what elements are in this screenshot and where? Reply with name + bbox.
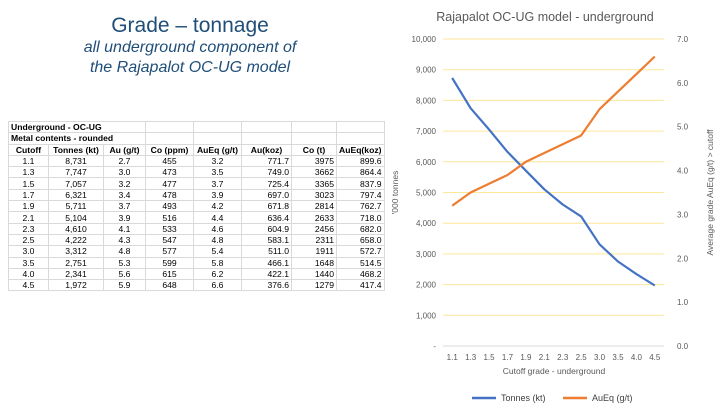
table-row: 4.5 1,972 5.9 648 6.6 376.6 1279 417.4 bbox=[8, 279, 385, 292]
x-tick-label: 4.5 bbox=[649, 353, 661, 362]
x-tick-label: 2.3 bbox=[557, 353, 569, 362]
table-row: 2.1 5,104 3.9 516 4.4 636.4 2633 718.0 bbox=[8, 211, 385, 224]
table-cell: 5.9 bbox=[103, 279, 146, 292]
y-left-tick-label: 6,000 bbox=[416, 158, 437, 167]
slide-subtitle-line2: the Rajapalot OC-UG model bbox=[89, 59, 291, 76]
y-left-tick-label: 10,000 bbox=[412, 35, 437, 44]
x-tick-label: 1.3 bbox=[465, 353, 477, 362]
y-left-tick-label: 3,000 bbox=[416, 250, 437, 259]
table-cell: 899.6 bbox=[336, 154, 385, 168]
column-header: AuEq(koz) bbox=[336, 143, 385, 156]
y-right-tick-label: 2.0 bbox=[677, 254, 689, 263]
x-tick-label: 1.9 bbox=[520, 353, 532, 362]
x-tick-label: 1.7 bbox=[502, 353, 514, 362]
table-cell: 376.6 bbox=[241, 279, 292, 292]
y-right-tick-label: 0.0 bbox=[677, 342, 689, 351]
y-left-tick-label: 5,000 bbox=[416, 189, 437, 198]
table-cell: 417.4 bbox=[336, 279, 385, 292]
y-left-axis-label: '000 tonnes bbox=[390, 171, 400, 215]
table-row: 2.5 4,222 4.3 547 4.8 583.1 2311 658.0 bbox=[8, 233, 385, 247]
x-axis-label: Cutoff grade - underground bbox=[503, 366, 606, 376]
y-left-tick-label: 9,000 bbox=[416, 66, 437, 75]
x-tick-label: 2.1 bbox=[539, 353, 551, 362]
aueq-series-line bbox=[451, 55, 656, 207]
y-right-tick-label: 5.0 bbox=[677, 123, 689, 132]
chart-title: Rajapalot OC-UG model - underground bbox=[436, 10, 654, 24]
legend-label: Tonnes (kt) bbox=[501, 393, 546, 403]
y-left-tick-label: 8,000 bbox=[416, 96, 437, 105]
y-left-tick-label: 1,000 bbox=[416, 311, 437, 320]
table-row: 3.0 3,312 4.8 577 5.4 511.0 1911 572.7 bbox=[8, 245, 385, 258]
slide-title: Grade – tonnage bbox=[111, 14, 269, 37]
table-cell: 1279 bbox=[291, 279, 337, 292]
y-right-tick-label: 4.0 bbox=[677, 167, 689, 176]
y-left-tick-label: 2,000 bbox=[416, 281, 437, 290]
tonnes-series-line bbox=[451, 77, 656, 287]
x-tick-label: 1.1 bbox=[447, 353, 459, 362]
table-caption-row: Underground - OC-UG bbox=[8, 120, 385, 134]
table-cell: 6.6 bbox=[193, 279, 242, 292]
table-row: 1.9 5,711 3.7 493 4.2 671.8 2814 762.7 bbox=[8, 200, 385, 213]
x-tick-label: 4.0 bbox=[631, 353, 643, 362]
table-row: 1.7 6,321 3.4 478 3.9 697.0 3023 797.4 bbox=[8, 188, 385, 202]
table-row: 1.1 8,731 2.7 455 3.2 771.7 3975 899.6 bbox=[8, 154, 385, 168]
x-tick-label: 1.5 bbox=[483, 353, 495, 362]
x-tick-label: 3.0 bbox=[594, 353, 606, 362]
y-right-axis-label: Average grade AuEq (g/t) > cutoff bbox=[705, 129, 715, 256]
grade-tonnage-table: Underground - OC-UG Metal contents - roun… bbox=[8, 120, 385, 292]
y-right-tick-label: 6.0 bbox=[677, 79, 689, 88]
x-tick-label: 3.5 bbox=[612, 353, 624, 362]
slide-title-block: Grade – tonnage all underground componen… bbox=[0, 14, 380, 78]
table-cell: 4.5 bbox=[8, 279, 49, 292]
legend-label: AuEq (g/t) bbox=[592, 393, 633, 403]
y-left-tick-label: 4,000 bbox=[416, 219, 437, 228]
table-header-row: Cutoff Tonnes (kt) Au (g/t) Co (ppm) AuEq (g… bbox=[8, 143, 385, 156]
table-row: 1.5 7,057 3.2 477 3.7 725.4 3365 837.9 bbox=[8, 177, 385, 190]
slide-subtitle-line1: all underground component of bbox=[83, 39, 297, 56]
table-row: 3.5 2,751 5.3 599 5.8 466.1 1648 514.5 bbox=[8, 256, 385, 269]
y-left-tick-label: 7,000 bbox=[416, 127, 437, 136]
y-right-tick-label: 1.0 bbox=[677, 298, 689, 307]
table-cell: 572.7 bbox=[336, 245, 385, 258]
x-tick-label: 2.5 bbox=[576, 353, 588, 362]
y-right-tick-label: 7.0 bbox=[677, 35, 689, 44]
y-right-tick-label: 3.0 bbox=[677, 210, 689, 219]
y-left-tick-label: - bbox=[433, 342, 436, 351]
